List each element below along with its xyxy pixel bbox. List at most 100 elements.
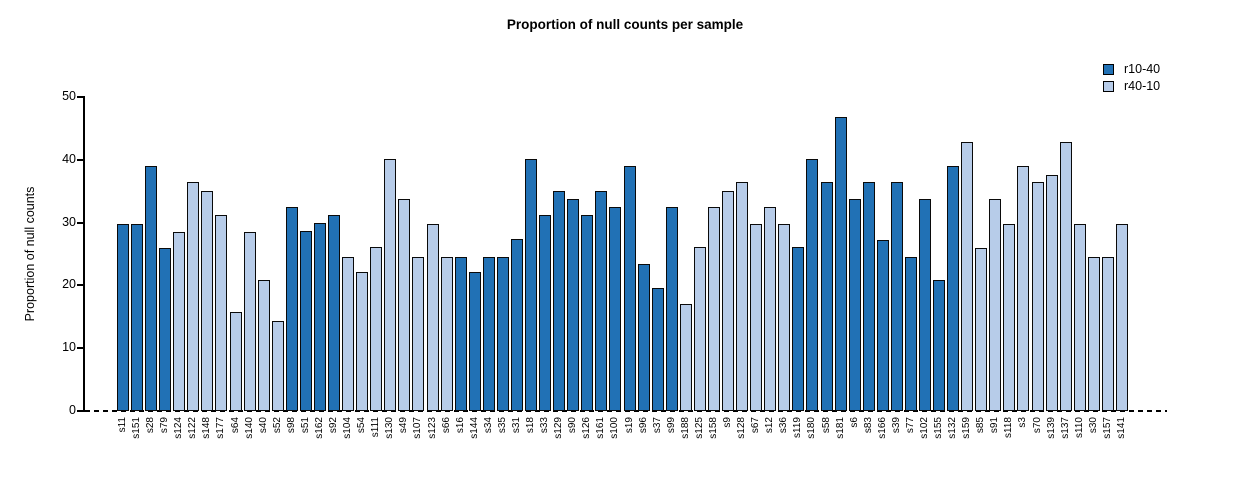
bar-s107 — [412, 257, 424, 411]
x-label-s104: s104 — [342, 417, 353, 439]
bar-s12 — [764, 207, 776, 411]
x-label-s111: s111 — [370, 417, 381, 438]
bar-s180 — [806, 159, 818, 411]
x-label-s122: s122 — [187, 417, 198, 439]
legend-swatch-icon — [1103, 63, 1114, 75]
y-tick-mark — [77, 158, 84, 161]
bars-container — [117, 97, 1134, 411]
x-label-s162: s162 — [314, 417, 325, 439]
y-tick-mark — [77, 410, 84, 412]
x-label-s66: s66 — [441, 417, 452, 434]
x-label-s58: s58 — [821, 417, 832, 434]
bar-s132 — [947, 166, 959, 411]
bar-s148 — [201, 191, 213, 411]
bar-s122 — [187, 182, 199, 411]
bar-s35 — [497, 257, 509, 411]
bar-s31 — [511, 239, 523, 411]
legend-row-r40-10: r40-10 — [1103, 79, 1160, 93]
bar-s188 — [680, 304, 692, 411]
x-label-s98: s98 — [286, 417, 297, 434]
x-label-s52: s52 — [272, 417, 283, 434]
x-label-s100: s100 — [609, 417, 620, 439]
x-label-s124: s124 — [173, 417, 184, 439]
x-label-s39: s39 — [891, 417, 902, 434]
bar-s36 — [778, 224, 790, 411]
x-label-s40: s40 — [258, 417, 269, 434]
x-label-s177: s177 — [215, 417, 226, 439]
bar-s118 — [1003, 224, 1015, 411]
x-label-s139: s139 — [1046, 417, 1057, 439]
x-label-s37: s37 — [652, 417, 663, 434]
x-label-s137: s137 — [1060, 417, 1071, 439]
bar-s155 — [933, 280, 945, 411]
bar-s54 — [356, 272, 368, 411]
bar-s91 — [989, 199, 1001, 411]
bar-s141 — [1116, 224, 1128, 411]
x-label-s49: s49 — [398, 417, 409, 434]
x-label-s92: s92 — [328, 417, 339, 434]
bar-s96 — [638, 264, 650, 411]
x-axis-labels: s11 s151 s28 s79 s124 s122 s148 s177 s64 s140 s40 s… — [117, 417, 1134, 487]
x-label-s125: s125 — [694, 417, 705, 439]
legend: r10-40 r40-10 — [1103, 62, 1160, 96]
bar-s161 — [595, 191, 607, 411]
bar-s157 — [1102, 257, 1114, 411]
bar-s137 — [1060, 142, 1072, 411]
x-label-s83: s83 — [863, 417, 874, 434]
x-label-s35: s35 — [497, 417, 508, 434]
x-label-s118: s118 — [1003, 417, 1014, 438]
bar-s33 — [539, 215, 551, 411]
x-label-s188: s188 — [680, 417, 691, 439]
bar-s126 — [581, 215, 593, 411]
y-tick-mark — [77, 284, 84, 287]
bar-s166 — [877, 240, 889, 411]
x-label-s34: s34 — [483, 417, 494, 434]
x-label-s157: s157 — [1102, 417, 1113, 439]
bar-s129 — [553, 191, 565, 411]
x-label-s130: s130 — [384, 417, 395, 439]
bar-s151 — [131, 224, 143, 411]
x-label-s18: s18 — [525, 417, 536, 434]
bar-s49 — [398, 199, 410, 411]
bar-s19 — [624, 166, 636, 411]
zero-baseline-dashed-line — [85, 410, 1167, 412]
x-label-s99: s99 — [666, 417, 677, 434]
y-tick-label: 30 — [62, 214, 76, 229]
bar-s28 — [145, 166, 157, 411]
bar-s98 — [286, 207, 298, 411]
x-label-s126: s126 — [581, 417, 592, 439]
y-axis-line — [83, 96, 85, 412]
bar-s16 — [455, 257, 467, 411]
bar-s64 — [230, 312, 242, 411]
y-axis-title: Proportion of null counts — [23, 186, 37, 322]
x-label-s140: s140 — [244, 417, 255, 439]
x-label-s12: s12 — [764, 417, 775, 434]
x-label-s31: s31 — [511, 417, 522, 434]
bar-s177 — [215, 215, 227, 411]
x-label-s159: s159 — [961, 417, 972, 439]
legend-swatch-icon — [1103, 80, 1114, 92]
y-tick-label: 40 — [62, 151, 76, 166]
y-tick-mark — [77, 221, 84, 224]
x-label-s70: s70 — [1032, 417, 1043, 434]
x-label-s181: s181 — [835, 417, 846, 439]
bar-s9 — [722, 191, 734, 411]
x-label-s6: s6 — [849, 417, 860, 428]
x-label-s77: s77 — [905, 417, 916, 434]
bar-s111 — [370, 247, 382, 411]
x-label-s102: s102 — [919, 417, 930, 439]
bar-s158 — [708, 207, 720, 411]
bar-s30 — [1088, 257, 1100, 411]
bar-s90 — [567, 199, 579, 411]
bar-s102 — [919, 199, 931, 411]
bar-s144 — [469, 272, 481, 411]
chart-title: Proportion of null counts per sample — [506, 17, 744, 32]
x-label-s161: s161 — [595, 417, 606, 439]
x-label-s30: s30 — [1088, 417, 1099, 434]
bar-s125 — [694, 247, 706, 411]
x-label-s16: s16 — [455, 417, 466, 434]
x-label-s148: s148 — [201, 417, 212, 439]
x-label-s11: s11 — [117, 417, 128, 433]
bar-s100 — [609, 207, 621, 411]
